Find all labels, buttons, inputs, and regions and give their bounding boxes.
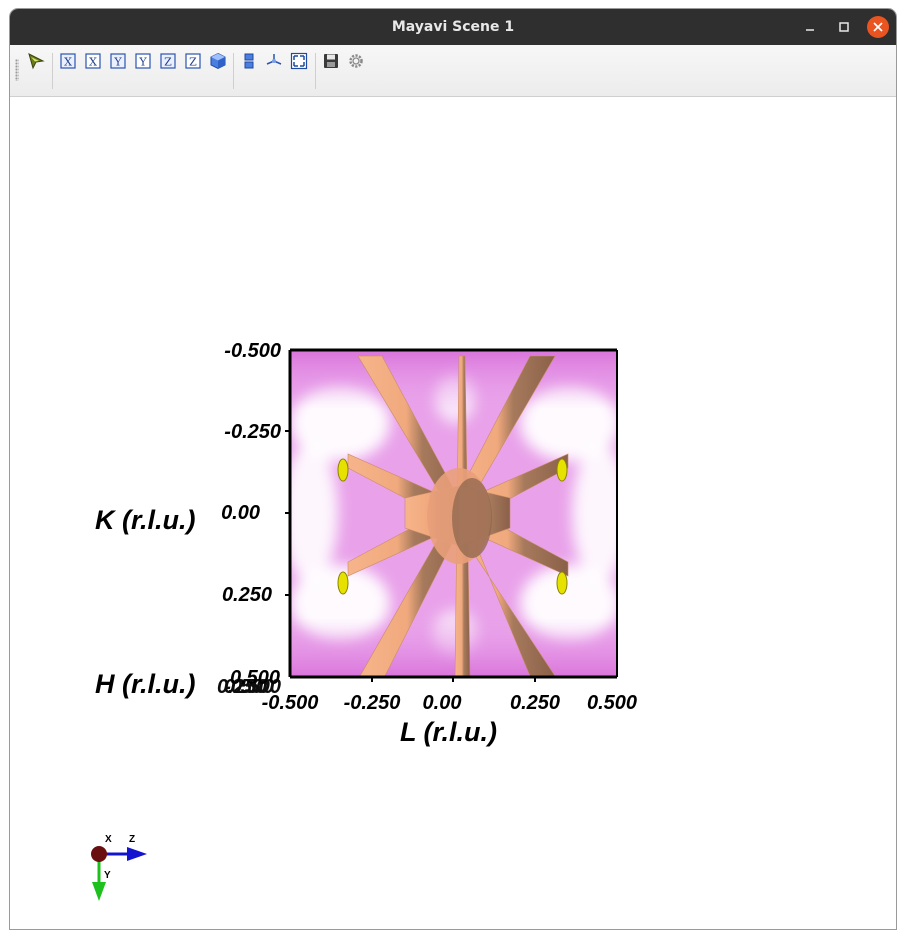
isometric-view-button[interactable] bbox=[209, 52, 227, 70]
peak-marker bbox=[556, 458, 568, 482]
peak-marker bbox=[337, 458, 349, 482]
arrow-pointer-icon bbox=[28, 53, 45, 70]
l-tick-label: 0.250 bbox=[510, 692, 560, 714]
show-axes-button[interactable] bbox=[265, 52, 283, 70]
view-x-negative-button[interactable]: X bbox=[84, 52, 102, 70]
toolbar-separator bbox=[315, 53, 316, 89]
toolbar-separator bbox=[52, 53, 53, 89]
svg-text:X: X bbox=[64, 56, 72, 69]
render-scene[interactable]: -0.500 -0.250 0.00 0.250 0.500 -0.500 0.… bbox=[10, 98, 897, 930]
scene-toolbar: X X Y Y Z bbox=[10, 45, 896, 97]
close-icon[interactable] bbox=[867, 16, 889, 38]
view-z-positive-button[interactable]: Z bbox=[159, 52, 177, 70]
l-tick-label: -0.500 bbox=[262, 692, 319, 714]
save-button[interactable] bbox=[322, 52, 340, 70]
floppy-icon bbox=[324, 54, 338, 68]
x-axis-icon: X bbox=[60, 53, 76, 69]
plot-frame bbox=[285, 348, 618, 682]
k-tick-label: 0.250 bbox=[222, 584, 272, 606]
gear-icon bbox=[349, 54, 363, 68]
svg-text:X: X bbox=[89, 56, 97, 69]
scene-canvas[interactable]: -0.500 -0.250 0.00 0.250 0.500 -0.500 0.… bbox=[10, 98, 897, 930]
peak-marker bbox=[337, 571, 349, 595]
view-x-positive-button[interactable]: X bbox=[59, 52, 77, 70]
orientation-axes: X Z Y bbox=[91, 834, 147, 901]
z-axis-icon: Z bbox=[160, 53, 176, 69]
k-tick-label: -0.500 bbox=[224, 340, 281, 362]
parallel-projection-button[interactable] bbox=[240, 52, 258, 70]
h-axis-title: H (r.l.u.) bbox=[95, 669, 196, 699]
peak-marker bbox=[556, 571, 568, 595]
cube-icon bbox=[210, 52, 226, 70]
y-axis-icon: Y bbox=[135, 53, 151, 69]
maximize-icon[interactable] bbox=[833, 16, 855, 38]
x-axis-icon: X bbox=[85, 53, 101, 69]
configure-button[interactable] bbox=[347, 52, 365, 70]
full-screen-button[interactable] bbox=[290, 52, 308, 70]
l-tick-label: 0.500 bbox=[587, 692, 637, 714]
view-z-negative-button[interactable]: Z bbox=[184, 52, 202, 70]
l-tick-label: -0.250 bbox=[344, 692, 401, 714]
h-tick-label: 0.250 bbox=[217, 676, 267, 698]
k-tick-label: -0.250 bbox=[224, 421, 281, 443]
title-bar[interactable]: Mayavi Scene 1 bbox=[10, 9, 896, 45]
toolbar-grip[interactable] bbox=[15, 59, 19, 81]
y-axis-arrowhead bbox=[92, 882, 106, 901]
projection-icon bbox=[244, 53, 254, 69]
svg-text:Z: Z bbox=[164, 56, 172, 69]
svg-text:Y: Y bbox=[113, 56, 122, 69]
k-axis-title: K (r.l.u.) bbox=[95, 505, 196, 535]
z-axis-label: Z bbox=[129, 834, 135, 845]
fullscreen-icon bbox=[290, 52, 308, 70]
axes-icon bbox=[266, 54, 282, 65]
y-axis-label: Y bbox=[104, 870, 111, 881]
l-tick-label: 0.00 bbox=[423, 692, 462, 714]
isosurface bbox=[347, 355, 569, 677]
z-axis-icon: Z bbox=[185, 53, 201, 69]
peak-markers bbox=[337, 458, 568, 595]
h-tick-label: -0.500 bbox=[224, 676, 281, 698]
l-axis-title: L (r.l.u.) bbox=[400, 717, 497, 747]
x-axis-dot bbox=[91, 846, 107, 862]
window-title: Mayavi Scene 1 bbox=[391, 19, 515, 35]
y-axis-icon: Y bbox=[110, 53, 126, 69]
svg-text:Z: Z bbox=[189, 56, 197, 69]
minimize-icon[interactable] bbox=[799, 16, 821, 38]
view-y-positive-button[interactable]: Y bbox=[109, 52, 127, 70]
volume-rendering bbox=[290, 350, 617, 677]
k-tick-label: 0.00 bbox=[221, 502, 260, 524]
mayavi-window: Mayavi Scene 1 X bbox=[9, 8, 897, 930]
interact-button[interactable] bbox=[27, 52, 45, 70]
z-axis-arrowhead bbox=[127, 847, 147, 861]
x-axis-label: X bbox=[105, 834, 112, 845]
k-tick-label: 0.500 bbox=[230, 667, 280, 689]
toolbar-separator bbox=[233, 53, 234, 89]
view-y-negative-button[interactable]: Y bbox=[134, 52, 152, 70]
h-tick-label: 0.500 bbox=[224, 676, 274, 698]
svg-text:Y: Y bbox=[138, 56, 147, 69]
